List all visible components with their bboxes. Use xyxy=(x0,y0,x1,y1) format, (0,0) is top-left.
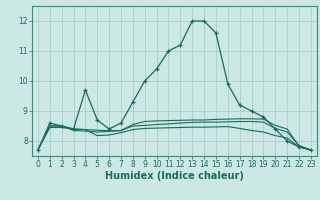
X-axis label: Humidex (Indice chaleur): Humidex (Indice chaleur) xyxy=(105,171,244,181)
